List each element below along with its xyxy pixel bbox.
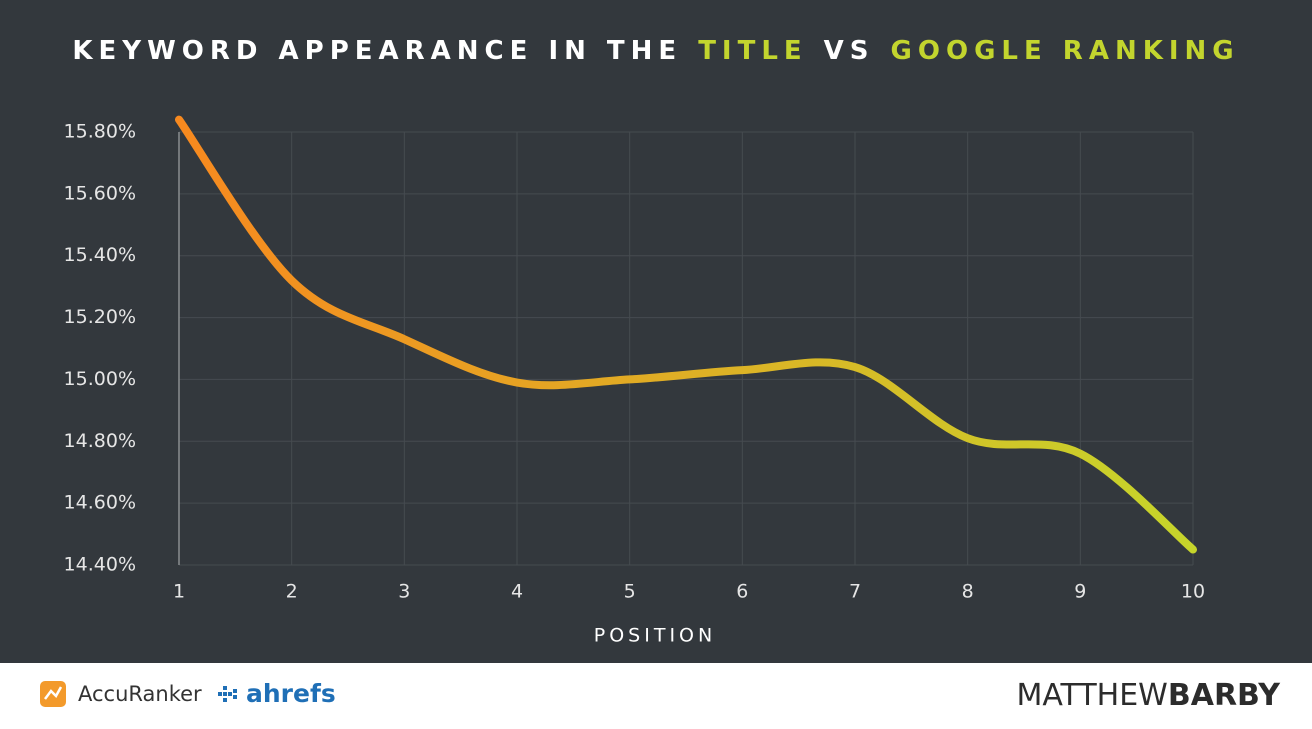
chart-background — [0, 0, 1312, 663]
y-tick-label: 15.00% — [64, 368, 136, 390]
x-axis-label: POSITION — [594, 625, 716, 647]
plot: 14.40% 14.60% 14.80% 15.00% 15.20% 15.40% 15.6… — [64, 115, 1205, 603]
y-tick-label: 14.60% — [64, 492, 136, 514]
partner-name: ahrefs — [246, 679, 336, 708]
y-tick-label: 15.80% — [64, 121, 136, 143]
line — [175, 115, 1197, 554]
brand-first: MATTHEW — [1016, 678, 1167, 713]
x-tick-label: 10 — [1181, 581, 1205, 603]
ahrefs-icon — [218, 686, 237, 702]
x-tick-label: 8 — [962, 581, 974, 603]
x-tick-label: 2 — [286, 581, 298, 603]
x-tick-label: 6 — [736, 581, 748, 603]
y-tick-label: 14.80% — [64, 430, 136, 452]
brand: MATTHEWBARBY — [1016, 678, 1281, 713]
title-part: VS — [824, 36, 875, 66]
x-tick-label: 5 — [624, 581, 636, 603]
y-tick-label: 15.60% — [64, 182, 136, 204]
title-part: GOOGLE RANKING — [891, 36, 1240, 66]
y-tick-label: 15.40% — [64, 244, 136, 266]
x-tick-label: 7 — [849, 581, 861, 603]
brand-last: BARBY — [1168, 678, 1281, 713]
title-part: KEYWORD APPEARANCE IN THE — [72, 36, 682, 66]
chart-title: KEYWORD APPEARANCE IN THE TITLE VS GOOGLE R… — [72, 36, 1239, 66]
title-part: TITLE — [698, 36, 807, 66]
partner-name: AccuRanker — [78, 682, 202, 706]
x-tick-label: 1 — [173, 581, 185, 603]
y-tick-label: 14.40% — [64, 554, 136, 576]
accuranker-icon-mark — [44, 686, 63, 700]
x-tick-label: 9 — [1074, 581, 1086, 603]
y-tick-label: 15.20% — [64, 306, 136, 328]
x-tick-label: 3 — [398, 581, 410, 603]
x-tick-label: 4 — [511, 581, 523, 603]
